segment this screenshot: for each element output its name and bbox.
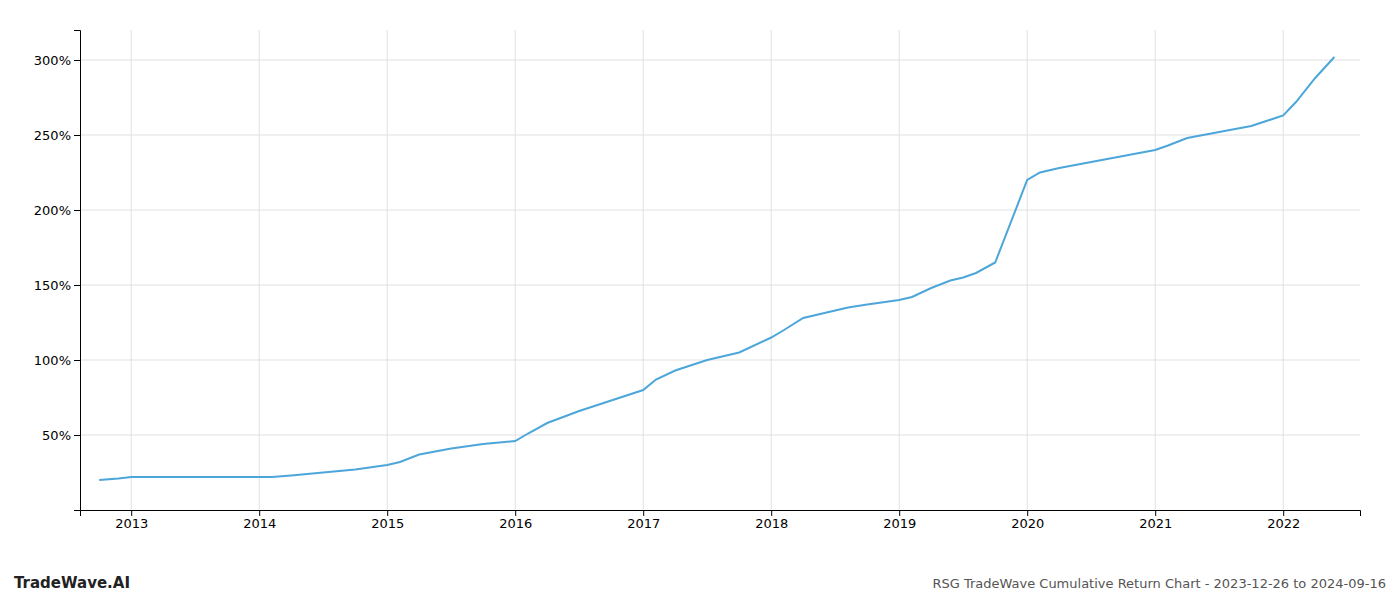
y-axis-tick-label: 100%: [34, 353, 71, 368]
x-axis: 2013 2014 2015 2016 2017 2018 2019 2020 2021 2022: [81, 510, 1361, 531]
y-axis-tick-mark: [74, 135, 80, 136]
series: [99, 57, 1334, 480]
y-axis-tick: 200%: [34, 203, 80, 218]
plot: 2013 2014 2015 2016 2017 2018 2019 2020 2021 2022…: [34, 30, 1361, 531]
grid-line-x: [771, 30, 772, 510]
x-axis-tick-mark: [131, 510, 132, 516]
y-axis-line: [74, 31, 81, 511]
line: [99, 57, 1334, 480]
x-axis-tick-label: 2020: [1011, 516, 1044, 531]
grid-line-x: [387, 30, 388, 510]
x-axis-tick-mark: [1155, 510, 1156, 516]
y-axis-tick-mark: [74, 210, 80, 211]
x-axis-tick-mark: [1027, 510, 1028, 516]
annotation: TradeWave.AI: [14, 574, 130, 592]
grid-line-x: [899, 30, 900, 510]
y-axis-tick-label: 250%: [34, 128, 71, 143]
x-axis-tick-mark: [643, 510, 644, 516]
title: RSG TradeWave Cumulative Return Chart - …: [932, 576, 1386, 591]
y-axis-tick: 50%: [42, 428, 80, 443]
x-axis-tick: 2018: [755, 510, 788, 531]
y-axis-tick: 300%: [34, 53, 80, 68]
grid-line-y: [80, 135, 1360, 136]
x-axis-tick: 2013: [115, 510, 148, 531]
grid-line-x: [1155, 30, 1156, 510]
x-axis-tick: 2017: [627, 510, 660, 531]
x-axis-line: [81, 511, 1361, 517]
grid-line-y: [80, 435, 1360, 436]
x-axis-tick-mark: [515, 510, 516, 516]
grid-line-x: [131, 30, 132, 510]
x-axis-tick: 2022: [1267, 510, 1300, 531]
x-axis-tick: 2015: [371, 510, 404, 531]
x-axis-tick: 2019: [883, 510, 916, 531]
y-axis-tick-mark: [74, 60, 80, 61]
x-axis-tick-mark: [387, 510, 388, 516]
x-axis-tick-label: 2022: [1267, 516, 1300, 531]
x-axis-tick-label: 2015: [371, 516, 404, 531]
y-axis-tick: 100%: [34, 353, 80, 368]
chart: 2013 2014 2015 2016 2017 2018 2019 2020 2021 2022…: [0, 0, 1400, 600]
y-axis-tick-mark: [74, 360, 80, 361]
grid-line-y: [80, 360, 1360, 361]
x-axis-tick: 2016: [499, 510, 532, 531]
y-axis-tick-mark: [74, 435, 80, 436]
y-axis-tick-label: 200%: [34, 203, 71, 218]
grid-line-x: [643, 30, 644, 510]
grid-line-x: [1027, 30, 1028, 510]
y-axis-tick-label: 150%: [34, 278, 71, 293]
x-axis-tick-label: 2019: [883, 516, 916, 531]
x-axis-tick-label: 2013: [115, 516, 148, 531]
texts: TradeWave.AI RSG TradeWave Cumulative Ret…: [14, 574, 1386, 592]
y-axis-tick: 250%: [34, 128, 80, 143]
grid-line-x: [1283, 30, 1284, 510]
x-axis-tick-mark: [899, 510, 900, 516]
grid: [80, 30, 1360, 510]
x-axis-tick-mark: [771, 510, 772, 516]
x-axis-tick-mark: [259, 510, 260, 516]
grid-line-y: [80, 210, 1360, 211]
grid-line-y: [80, 60, 1360, 61]
x-axis-tick-label: 2018: [755, 516, 788, 531]
grid-line-y: [80, 285, 1360, 286]
x-axis-tick: 2021: [1139, 510, 1172, 531]
x-axis-tick: 2014: [243, 510, 276, 531]
x-axis-tick-label: 2014: [243, 516, 276, 531]
grid-line-x: [259, 30, 260, 510]
y-axis: 50% 100% 150% 200% 250% 300%: [34, 31, 81, 511]
y-axis-tick-mark: [74, 285, 80, 286]
y-axis-tick-label: 300%: [34, 53, 71, 68]
grid-line-x: [515, 30, 516, 510]
x-axis-tick-mark: [1283, 510, 1284, 516]
y-axis-tick-label: 50%: [42, 428, 71, 443]
x-axis-tick-label: 2021: [1139, 516, 1172, 531]
x-axis-tick: 2020: [1011, 510, 1044, 531]
x-axis-tick-label: 2016: [499, 516, 532, 531]
x-axis-tick-label: 2017: [627, 516, 660, 531]
y-axis-tick: 150%: [34, 278, 80, 293]
